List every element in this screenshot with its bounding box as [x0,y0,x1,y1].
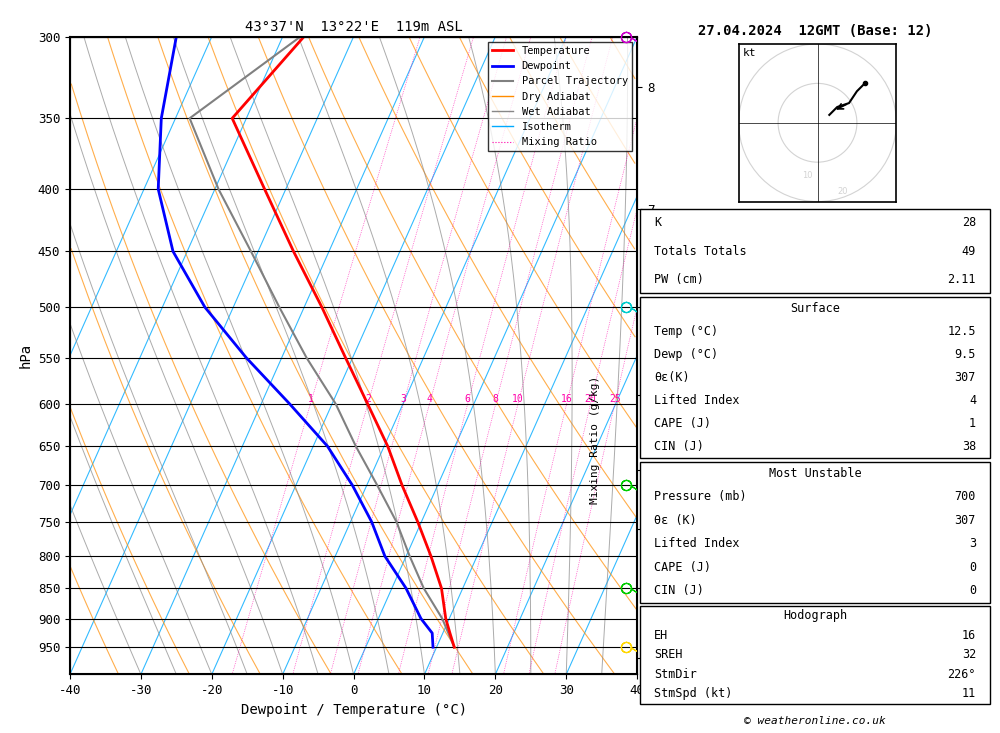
Text: θε(K): θε(K) [654,371,690,384]
Text: 226°: 226° [948,668,976,681]
Text: Lifted Index: Lifted Index [654,537,740,550]
Text: 6: 6 [465,394,471,404]
Text: Dewp (°C): Dewp (°C) [654,348,718,361]
Text: 16: 16 [962,629,976,642]
Text: 307: 307 [955,371,976,384]
Text: SREH: SREH [654,649,682,661]
Text: CAPE (J): CAPE (J) [654,417,711,430]
Text: 49: 49 [962,245,976,257]
Text: © weatheronline.co.uk: © weatheronline.co.uk [744,715,886,726]
Title: 43°37'N  13°22'E  119m ASL: 43°37'N 13°22'E 119m ASL [245,20,462,34]
Text: EH: EH [654,629,668,642]
FancyBboxPatch shape [640,209,990,293]
FancyBboxPatch shape [640,297,990,458]
Text: 307: 307 [955,514,976,527]
Text: Temp (°C): Temp (°C) [654,325,718,338]
Text: 20: 20 [837,187,848,196]
Text: θε (K): θε (K) [654,514,697,527]
Text: 8: 8 [493,394,499,404]
Text: kt: kt [743,48,756,58]
Text: CIN (J): CIN (J) [654,584,704,597]
Text: 1: 1 [969,417,976,430]
Text: 1: 1 [308,394,313,404]
FancyBboxPatch shape [640,606,990,704]
Text: 27.04.2024  12GMT (Base: 12): 27.04.2024 12GMT (Base: 12) [698,24,932,38]
X-axis label: Dewpoint / Temperature (°C): Dewpoint / Temperature (°C) [241,703,467,717]
Text: 4: 4 [969,394,976,407]
Y-axis label: hPa: hPa [18,343,32,368]
Text: 9.5: 9.5 [955,348,976,361]
Text: Lifted Index: Lifted Index [654,394,740,407]
Text: 11: 11 [962,688,976,701]
FancyBboxPatch shape [640,462,990,603]
Text: 700: 700 [955,490,976,504]
Legend: Temperature, Dewpoint, Parcel Trajectory, Dry Adiabat, Wet Adiabat, Isotherm, Mi: Temperature, Dewpoint, Parcel Trajectory… [488,42,632,152]
Text: 20: 20 [585,394,596,404]
Text: Pressure (mb): Pressure (mb) [654,490,747,504]
Text: LCL: LCL [643,648,663,658]
Text: 2: 2 [365,394,371,404]
Text: StmSpd (kt): StmSpd (kt) [654,688,732,701]
Text: PW (cm): PW (cm) [654,273,704,286]
Text: Hodograph: Hodograph [783,609,847,622]
Text: 10: 10 [802,171,812,180]
Text: CIN (J): CIN (J) [654,440,704,453]
Text: 16: 16 [561,394,573,404]
Text: 12.5: 12.5 [948,325,976,338]
Text: 4: 4 [427,394,432,404]
Text: 10: 10 [512,394,524,404]
Text: 0: 0 [969,584,976,597]
Y-axis label: km
ASL: km ASL [660,345,688,366]
Text: 38: 38 [962,440,976,453]
Text: 32: 32 [962,649,976,661]
Text: Mixing Ratio (g/kg): Mixing Ratio (g/kg) [590,376,600,504]
Text: 3: 3 [969,537,976,550]
Text: 2.11: 2.11 [948,273,976,286]
Text: Totals Totals: Totals Totals [654,245,747,257]
Text: 0: 0 [969,561,976,574]
Text: 3: 3 [400,394,406,404]
Text: CAPE (J): CAPE (J) [654,561,711,574]
Text: StmDir: StmDir [654,668,697,681]
Text: 25: 25 [609,394,621,404]
Text: Surface: Surface [790,302,840,315]
Text: Most Unstable: Most Unstable [769,467,861,480]
Text: 28: 28 [962,216,976,229]
Text: K: K [654,216,661,229]
